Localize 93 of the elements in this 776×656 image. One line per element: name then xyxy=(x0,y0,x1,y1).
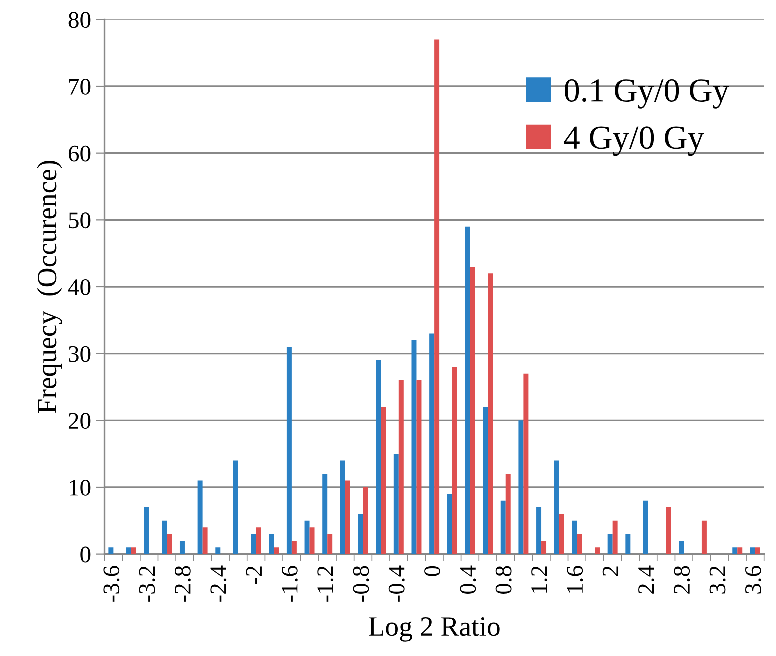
bar xyxy=(132,548,136,554)
bar xyxy=(358,514,364,554)
bar xyxy=(447,494,452,554)
bar xyxy=(430,334,435,554)
legend-label: 4 Gy/0 Gy xyxy=(564,126,704,156)
y-tick-label: 80 xyxy=(68,12,91,28)
y-tick-label: 0 xyxy=(80,546,91,563)
x-tick-label: 1.6 xyxy=(567,566,584,593)
bar xyxy=(500,500,506,554)
bar xyxy=(465,226,470,554)
bar xyxy=(572,520,578,554)
bar xyxy=(322,474,328,554)
bar xyxy=(577,534,582,554)
y-axis-title: Frequecy (Occurence) xyxy=(37,160,62,414)
bar xyxy=(394,454,399,554)
x-tick-label: -3.2 xyxy=(139,566,156,602)
x-tick-label: -0.8 xyxy=(353,566,370,602)
bar xyxy=(612,520,618,554)
bar xyxy=(452,367,458,554)
bar xyxy=(202,528,208,554)
bar xyxy=(363,487,368,554)
bar xyxy=(506,474,511,554)
y-tick-label: 40 xyxy=(68,279,91,296)
legend-label: 0.1 Gy/0 Gy xyxy=(564,79,730,109)
bar xyxy=(518,420,524,554)
bar xyxy=(381,407,386,554)
y-tick-label: 70 xyxy=(70,79,91,95)
y-tick-label: 30 xyxy=(69,346,91,362)
x-tick-label: -1.2 xyxy=(318,566,334,602)
bar xyxy=(126,548,132,554)
bar xyxy=(732,548,738,554)
bar xyxy=(286,347,292,554)
bar xyxy=(304,520,310,554)
bar xyxy=(144,508,150,554)
x-tick-label: -2.8 xyxy=(174,566,191,602)
bar xyxy=(559,514,564,554)
bar xyxy=(251,534,256,554)
x-tick-label: 0.4 xyxy=(460,566,476,594)
x-tick-label: -2 xyxy=(246,566,262,584)
bar xyxy=(679,540,684,554)
bar xyxy=(595,548,600,554)
y-tick-label: 50 xyxy=(69,212,91,229)
bar xyxy=(376,360,382,554)
x-tick-label: 1.2 xyxy=(532,566,548,593)
bar xyxy=(412,340,417,554)
bar xyxy=(434,40,440,554)
bar xyxy=(608,534,613,554)
bar xyxy=(269,534,274,554)
x-tick-label: -2.4 xyxy=(210,566,227,602)
bar xyxy=(310,528,315,554)
bar xyxy=(328,534,333,554)
bar xyxy=(542,540,547,554)
x-tick-label: 0.8 xyxy=(496,566,512,594)
bar xyxy=(470,266,476,554)
bar xyxy=(216,548,221,554)
bar xyxy=(198,480,203,554)
bar xyxy=(488,274,494,554)
bar xyxy=(398,380,404,554)
x-tick-label: -0.4 xyxy=(388,566,405,602)
bar xyxy=(292,540,297,554)
bar xyxy=(483,407,488,554)
bar xyxy=(233,460,238,554)
x-tick-label: 2 xyxy=(602,566,619,576)
bar xyxy=(738,548,743,554)
y-tick-label: 10 xyxy=(70,480,91,496)
x-tick-label: 2.4 xyxy=(638,566,654,594)
bar xyxy=(750,548,756,554)
bar xyxy=(345,480,350,554)
bar xyxy=(536,508,542,554)
x-tick-label: 0 xyxy=(424,566,440,576)
x-tick-label: 3.2 xyxy=(710,566,726,594)
y-tick-label: 20 xyxy=(68,413,91,430)
bar xyxy=(162,520,168,554)
bar xyxy=(416,380,422,554)
bar xyxy=(274,548,280,554)
bar xyxy=(256,528,262,554)
bar xyxy=(167,534,172,554)
bar xyxy=(626,534,631,554)
y-tick-label: 60 xyxy=(68,146,91,162)
bar xyxy=(340,460,346,554)
x-axis-title: Log 2 Ratio xyxy=(369,618,500,642)
bar xyxy=(180,540,185,554)
x-tick-label: -1.6 xyxy=(282,566,298,602)
bar xyxy=(108,548,114,554)
x-tick-label: 3.6 xyxy=(745,566,762,594)
bar xyxy=(702,520,707,554)
x-tick-label: 2.8 xyxy=(674,566,690,594)
bar xyxy=(524,374,529,554)
bar xyxy=(643,500,648,554)
x-tick-label: -3.6 xyxy=(104,566,120,602)
bar xyxy=(755,548,760,554)
bar xyxy=(554,460,560,554)
bar xyxy=(666,508,672,554)
